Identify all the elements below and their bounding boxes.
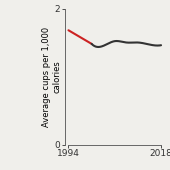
Y-axis label: Average cups per 1,000
calories: Average cups per 1,000 calories: [42, 27, 62, 126]
